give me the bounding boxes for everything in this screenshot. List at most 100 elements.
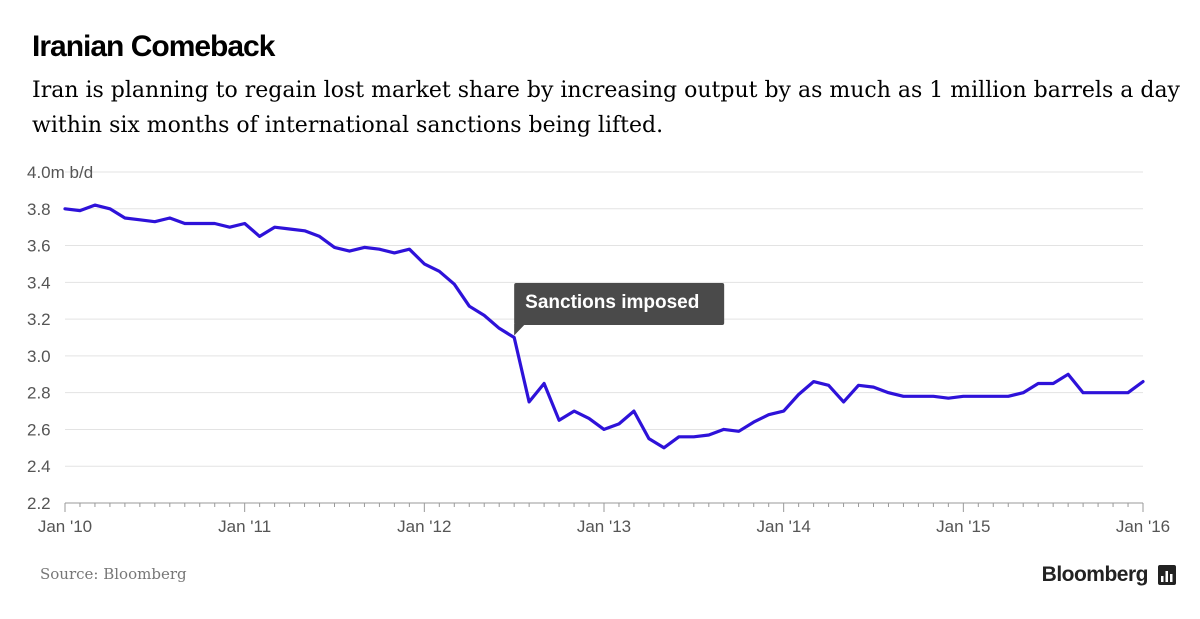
y-tick-label: 2.4 [27,457,51,476]
data-point [1096,391,1099,394]
data-point [258,235,261,238]
data-point [393,251,396,254]
data-point [363,246,366,249]
data-point [243,222,246,225]
series-line [63,203,1145,450]
data-point [707,433,710,436]
data-point [587,417,590,420]
chart-title: Iranian Comeback [32,30,275,63]
data-point [1141,380,1144,383]
data-point [1082,391,1085,394]
source-note: Source: Bloomberg [40,565,187,583]
data-point [887,391,890,394]
data-point [662,446,665,449]
data-point [153,220,156,223]
data-point [602,428,605,431]
annotation-label: Sanctions imposed [525,292,699,313]
y-tick-label: 4.0m b/d [27,163,93,182]
data-point [857,384,860,387]
data-point [318,235,321,238]
annotation-box [514,283,725,325]
y-tick-label: 3.0 [27,347,51,366]
chart-subtitle: Iran is planning to regain lost market s… [32,78,1180,138]
data-point [1126,391,1129,394]
data-point [617,422,620,425]
data-point [647,437,650,440]
y-tick-label: 3.4 [27,273,51,292]
data-point [483,314,486,317]
data-point [528,400,531,403]
data-point [168,216,171,219]
data-point [108,207,111,210]
data-point [513,336,516,339]
data-point [183,222,186,225]
data-point [947,397,950,400]
x-tick-label: Jan '13 [577,517,631,536]
x-tick-label: Jan '14 [757,517,811,536]
series-layer [63,203,1145,450]
data-point [378,248,381,251]
x-tick-label: Jan '15 [936,517,990,536]
data-point [213,222,216,225]
data-point [273,226,276,229]
data-point [438,270,441,273]
data-point [93,204,96,207]
data-point [872,386,875,389]
data-point [1052,382,1055,385]
data-point [782,409,785,412]
data-point [722,428,725,431]
data-point [917,395,920,398]
axes: 2.2 2.4 2.6 2.8 3.0 3.2 3.4 3.6 3.8 4.0m b/d Jan '… [27,163,1170,536]
data-point [228,226,231,229]
data-point [78,209,81,212]
x-tick-label: Jan '16 [1116,517,1170,536]
data-point [303,229,306,232]
y-tick-label: 3.8 [27,200,51,219]
data-point [1022,391,1025,394]
data-point [333,246,336,249]
data-point [932,395,935,398]
data-point [992,395,995,398]
data-point [198,222,201,225]
y-tick-label: 3.2 [27,310,51,329]
y-tick-label: 3.6 [27,237,51,256]
data-point [827,384,830,387]
annotation-pointer [514,324,526,336]
data-point [902,395,905,398]
data-point [977,395,980,398]
y-tick-label: 2.6 [27,420,51,439]
data-point [423,262,426,265]
data-point [543,382,546,385]
data-point [138,218,141,221]
data-point [288,227,291,230]
data-point [812,380,815,383]
data-point [572,409,575,412]
x-tick-label: Jan '12 [397,517,451,536]
data-point [737,430,740,433]
bloomberg-logo: Bloomberg [1041,563,1149,586]
data-point [1037,382,1040,385]
bloomberg-chart-icon [1158,565,1176,585]
data-point [1111,391,1114,394]
y-tick-label: 2.8 [27,384,51,403]
data-point [632,409,635,412]
annotation-layer: Sanctions imposed [514,283,725,336]
data-point [453,283,456,286]
data-point [1007,395,1010,398]
x-tick-label: Jan '10 [38,517,92,536]
x-tick-label: Jan '11 [218,517,271,536]
data-point [468,305,471,308]
data-point [842,400,845,403]
data-point [797,393,800,396]
data-point [962,395,965,398]
data-point [498,327,501,330]
data-point [752,420,755,423]
data-point [1067,373,1070,376]
data-point [677,435,680,438]
data-point [767,413,770,416]
data-point [692,435,695,438]
data-point [557,419,560,422]
data-point [123,216,126,219]
data-point [348,249,351,252]
